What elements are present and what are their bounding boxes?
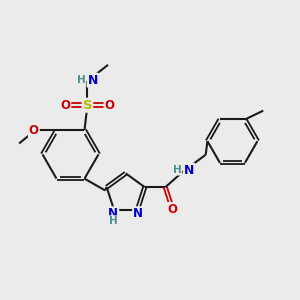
Text: N: N — [133, 207, 143, 220]
Text: O: O — [104, 99, 115, 112]
Text: H: H — [76, 75, 85, 85]
Text: O: O — [29, 124, 39, 137]
Text: O: O — [60, 99, 70, 112]
Text: N: N — [108, 207, 118, 220]
Text: H: H — [173, 165, 182, 175]
Text: N: N — [88, 74, 98, 87]
Text: O: O — [168, 203, 178, 216]
Text: S: S — [82, 99, 92, 112]
Text: H: H — [109, 216, 118, 226]
Text: N: N — [184, 164, 194, 177]
